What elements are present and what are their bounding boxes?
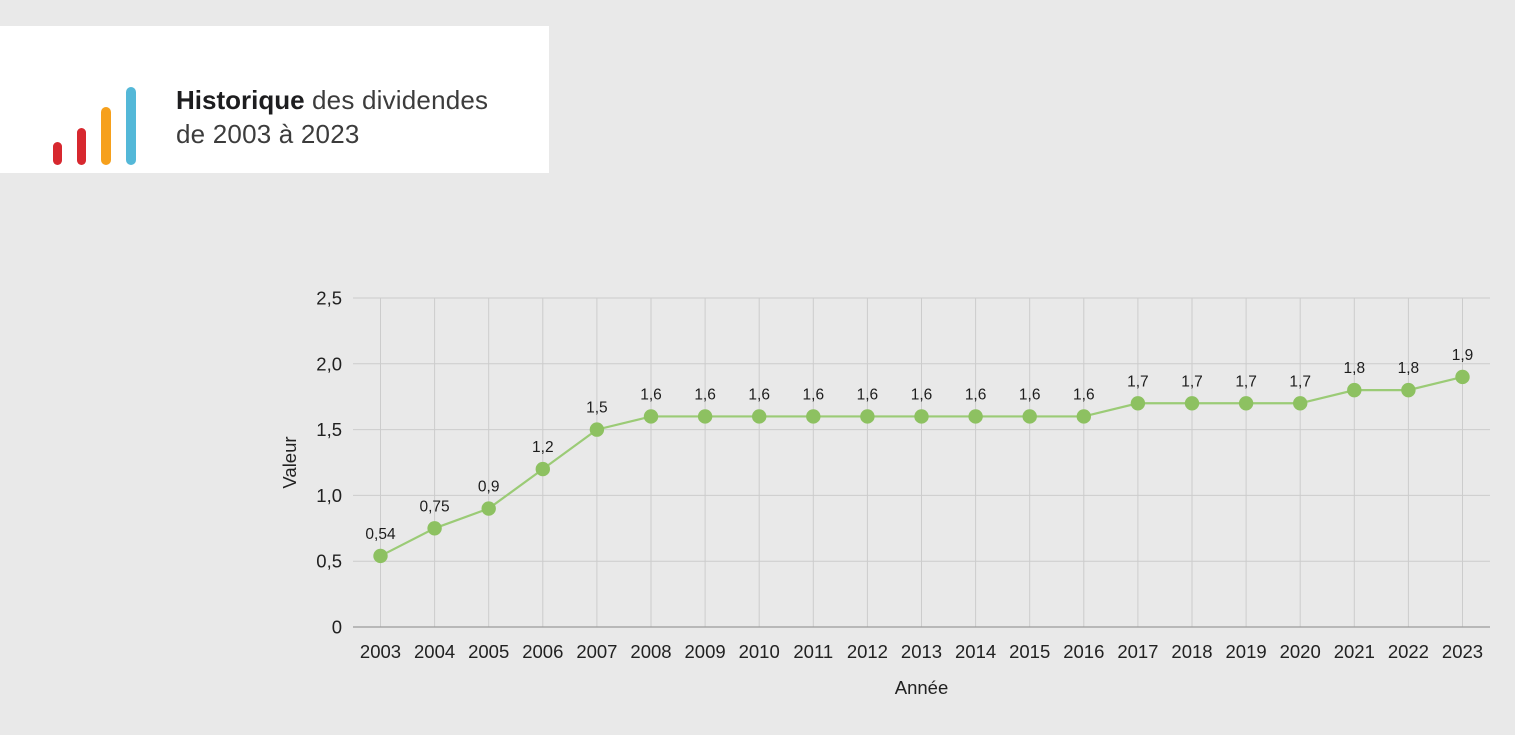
- data-point[interactable]: [1022, 409, 1037, 424]
- data-point[interactable]: [1455, 369, 1470, 385]
- data-point-label: 1,6: [694, 386, 716, 403]
- data-point[interactable]: [697, 409, 713, 424]
- data-point[interactable]: [643, 409, 659, 424]
- data-point-label: 1,6: [1073, 386, 1095, 403]
- header-card: Historique des dividendes de 2003 à 2023: [0, 26, 549, 173]
- data-point-label: 1,7: [1181, 373, 1203, 390]
- data-point[interactable]: [1347, 382, 1362, 398]
- page-title-rest: des dividendes: [304, 85, 489, 115]
- x-tick-label: 2010: [739, 641, 780, 662]
- data-point-label: 1,7: [1235, 373, 1257, 390]
- data-point-label: 1,2: [532, 439, 554, 456]
- data-point-label: 1,7: [1127, 373, 1149, 390]
- logo-bar-orange: [101, 107, 111, 165]
- data-point[interactable]: [806, 409, 821, 424]
- x-tick-label: 2016: [1063, 641, 1104, 662]
- data-point[interactable]: [1076, 409, 1092, 424]
- data-point[interactable]: [860, 409, 875, 424]
- x-tick-label: 2017: [1117, 641, 1158, 662]
- data-point-label: 1,9: [1452, 347, 1474, 364]
- y-tick-label: 0,5: [316, 551, 342, 572]
- logo-bar-red-tall: [77, 128, 86, 165]
- bar-chart-logo-icon: [53, 61, 136, 165]
- data-point[interactable]: [1130, 396, 1146, 411]
- data-point[interactable]: [968, 409, 983, 424]
- data-point[interactable]: [373, 548, 388, 564]
- x-tick-label: 2007: [576, 641, 617, 662]
- logo-bar-blue: [126, 87, 136, 165]
- data-point-label: 1,6: [748, 386, 770, 403]
- page-title-line2: de 2003 à 2023: [176, 119, 360, 149]
- data-point-label: 0,54: [365, 526, 396, 543]
- x-tick-label: 2006: [522, 641, 563, 662]
- data-point[interactable]: [1293, 396, 1308, 411]
- data-point-label: 1,8: [1344, 360, 1366, 377]
- x-tick-label: 2018: [1171, 641, 1212, 662]
- x-tick-label: 2022: [1388, 641, 1429, 662]
- page-title-bold: Historique: [176, 85, 305, 115]
- data-point[interactable]: [589, 422, 605, 437]
- x-tick-label: 2011: [793, 641, 833, 662]
- data-point-label: 1,6: [965, 386, 987, 403]
- x-tick-label: 2004: [414, 641, 455, 662]
- y-tick-label: 2,5: [316, 287, 342, 308]
- x-axis-title: Année: [895, 677, 949, 698]
- x-tick-label: 2015: [1009, 641, 1050, 662]
- x-tick-label: 2020: [1280, 641, 1321, 662]
- data-point[interactable]: [1401, 382, 1416, 398]
- data-point[interactable]: [427, 521, 442, 536]
- data-point[interactable]: [914, 409, 929, 424]
- y-axis-title: Valeur: [279, 436, 300, 488]
- data-point[interactable]: [1184, 396, 1200, 411]
- x-tick-label: 2013: [901, 641, 942, 662]
- data-point[interactable]: [1238, 396, 1254, 411]
- data-point-label: 0,75: [420, 498, 450, 515]
- data-point[interactable]: [535, 461, 550, 477]
- x-tick-label: 2009: [685, 641, 726, 662]
- page-title-line1: Historique des dividendes: [176, 83, 488, 117]
- data-point-label: 1,5: [586, 400, 608, 417]
- data-point[interactable]: [752, 409, 767, 424]
- data-point-label: 1,6: [803, 386, 825, 403]
- x-tick-label: 2012: [847, 641, 888, 662]
- x-tick-label: 2003: [360, 641, 401, 662]
- x-tick-label: 2005: [468, 641, 509, 662]
- data-point-label: 1,7: [1289, 373, 1311, 390]
- x-tick-label: 2014: [955, 641, 996, 662]
- data-point-label: 1,6: [640, 386, 662, 403]
- logo-bar-red-short: [53, 142, 62, 165]
- y-tick-label: 1,0: [316, 485, 342, 506]
- y-tick-label: 0: [332, 616, 342, 637]
- data-point[interactable]: [481, 501, 496, 516]
- y-tick-label: 2,0: [316, 353, 342, 374]
- data-point-label: 0,9: [478, 479, 500, 496]
- data-point-label: 1,6: [1019, 386, 1041, 403]
- x-tick-label: 2021: [1334, 641, 1375, 662]
- data-point-label: 1,6: [857, 386, 879, 403]
- x-tick-label: 2023: [1442, 641, 1483, 662]
- page-title: Historique des dividendes de 2003 à 2023: [176, 83, 488, 151]
- data-point-label: 1,6: [911, 386, 933, 403]
- y-tick-label: 1,5: [316, 419, 342, 440]
- data-point-label: 1,8: [1398, 360, 1420, 377]
- x-tick-label: 2019: [1226, 641, 1267, 662]
- x-tick-label: 2008: [630, 641, 671, 662]
